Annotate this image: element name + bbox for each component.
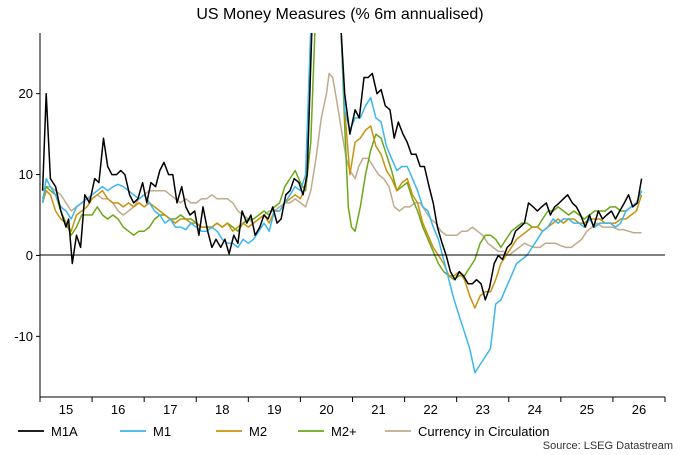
x-tick-label: 19 — [267, 402, 281, 417]
x-tick-label: 16 — [111, 402, 125, 417]
x-tick-label: 17 — [163, 402, 177, 417]
series-line-4 — [42, 72, 642, 257]
series-layer — [41, 33, 643, 374]
legend-label-2: M2 — [249, 424, 267, 439]
source-note: Source: LSEG Datastream — [543, 440, 673, 452]
legend-label-0: M1A — [51, 424, 78, 439]
x-tick-label: 20 — [319, 402, 333, 417]
x-tick-label: 25 — [580, 402, 594, 417]
x-tick-label: 18 — [215, 402, 229, 417]
legend-label-3: M2+ — [331, 424, 357, 439]
x-tick-label: 23 — [475, 402, 489, 417]
chart-title: US Money Measures (% 6m annualised) — [196, 6, 483, 23]
x-tick-label: 26 — [632, 402, 646, 417]
legend-label-1: M1 — [153, 424, 171, 439]
x-tick-label: 15 — [59, 402, 73, 417]
axes-layer: -10 0 10 20 15 16 17 18 19 20 21 22 23 24 25 26 — [14, 86, 666, 417]
x-tick-label: 22 — [423, 402, 437, 417]
legend: M1A M1 M2 M2+ Currency in Circulation — [18, 424, 550, 439]
y-tick-label: -10 — [14, 329, 33, 344]
series-line-0 — [41, 33, 643, 301]
y-tick-label: 20 — [19, 86, 33, 101]
y-tick-label: 0 — [26, 248, 33, 263]
x-tick-label: 21 — [371, 402, 385, 417]
x-tick-label: 24 — [528, 402, 542, 417]
legend-label-4: Currency in Circulation — [418, 424, 550, 439]
series-line-3 — [41, 33, 643, 281]
series-line-1 — [41, 33, 643, 374]
y-tick-label: 10 — [19, 167, 33, 182]
